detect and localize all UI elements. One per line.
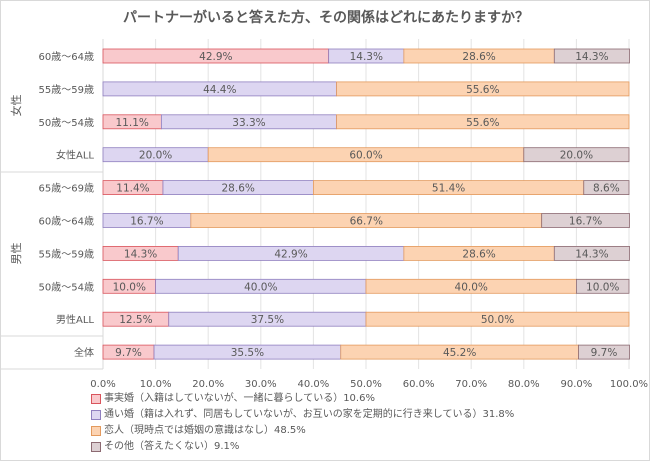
- legend-item: 通い婚（籍は入れず、同居もしていないが、お互いの家を定期的に行き来している）31…: [91, 407, 514, 423]
- legend-label: 通い婚（籍は入れず、同居もしていないが、お互いの家を定期的に行き来している）31…: [104, 409, 515, 420]
- data-label: 20.0%: [560, 150, 593, 162]
- x-tick-label: 20.0%: [192, 379, 224, 390]
- data-label: 12.5%: [119, 314, 152, 326]
- legend-swatch: [91, 426, 101, 436]
- data-label: 10.0%: [113, 281, 146, 293]
- bar-segment: [365, 311, 630, 327]
- data-label: 35.5%: [231, 347, 264, 359]
- bar-segment: [583, 180, 630, 196]
- data-label: 11.1%: [116, 117, 149, 129]
- group-label: 男性: [9, 242, 23, 264]
- category-label: 女性ALL: [56, 149, 94, 162]
- data-label: 14.3%: [575, 51, 608, 63]
- legend-swatch: [91, 442, 101, 452]
- plot-area: 0.0% 10.0% 20.0% 30.0% 40.0% 50.0% 60.0% 70.0% 8…: [1, 39, 648, 390]
- data-label: 20.0%: [139, 150, 172, 162]
- bar-segment: [541, 213, 630, 228]
- bar-segment: [576, 278, 630, 294]
- x-tick-label: 10.0%: [140, 379, 172, 390]
- data-label: 28.6%: [462, 248, 495, 260]
- legend-item: 恋人（現時点では婚姻の意識はなし）48.5%: [91, 423, 514, 439]
- bar-segment: [336, 81, 630, 97]
- data-label: 9.7%: [115, 347, 142, 359]
- data-label: 51.4%: [432, 183, 465, 195]
- x-tick-label: 80.0%: [508, 379, 540, 390]
- category-label: 50歳～54歳: [39, 281, 94, 293]
- legend-item: その他（答えたくない）9.1%: [91, 439, 514, 455]
- legend-label: 事実婚（入籍はしていないが、一緒に暮らしている）10.6%: [104, 393, 375, 404]
- category-label: 65歳～69歳: [39, 183, 94, 195]
- x-tick-label: 50.0%: [350, 379, 382, 390]
- category-label: 55歳～59歳: [39, 84, 94, 96]
- category-label: 50歳～54歳: [39, 117, 94, 129]
- data-label: 33.3%: [232, 117, 265, 129]
- data-label: 44.4%: [203, 84, 236, 96]
- group-label: 女性: [9, 94, 23, 116]
- data-label: 40.0%: [455, 281, 488, 293]
- data-label: 14.3%: [124, 248, 157, 260]
- x-tick-label: 70.0%: [455, 379, 487, 390]
- data-label: 14.3%: [350, 51, 383, 63]
- category-label: 男性ALL: [56, 313, 94, 326]
- data-label: 9.7%: [591, 347, 618, 359]
- x-tick-label: 30.0%: [245, 379, 277, 390]
- x-tick-label: 100.0%: [610, 379, 648, 390]
- legend-label: 恋人（現時点では婚姻の意識はなし）48.5%: [104, 425, 306, 436]
- data-label: 55.6%: [466, 117, 499, 129]
- legend-label: その他（答えたくない）9.1%: [104, 441, 240, 452]
- data-label: 50.0%: [481, 314, 514, 326]
- legend-swatch: [91, 394, 101, 404]
- x-tick-label: 0.0%: [90, 379, 115, 390]
- category-label: 60歳～64歳: [39, 51, 94, 63]
- data-label: 42.9%: [274, 248, 307, 260]
- data-label: 45.2%: [443, 347, 476, 359]
- data-label: 55.6%: [466, 84, 499, 96]
- data-label: 37.5%: [251, 314, 284, 326]
- data-label: 8.6%: [593, 183, 620, 195]
- data-label: 11.4%: [116, 183, 149, 195]
- x-tick-label: 90.0%: [561, 379, 593, 390]
- data-label: 66.7%: [350, 216, 383, 228]
- bar-segment: [553, 48, 630, 64]
- data-label: 14.3%: [575, 248, 608, 260]
- chart-title: パートナーがいると答えた方、その関係はどれにあたりますか？: [123, 10, 529, 26]
- category-label: 60歳～64歳: [39, 216, 94, 228]
- x-tick-label: 60.0%: [403, 379, 435, 390]
- legend: 事実婚（入籍はしていないが、一緒に暮らしている）10.6% 通い婚（籍は入れず、同…: [91, 391, 514, 455]
- data-label: 10.0%: [586, 281, 619, 293]
- legend-item: 事実婚（入籍はしていないが、一緒に暮らしている）10.6%: [91, 391, 514, 407]
- category-label: 55歳～59歳: [39, 248, 94, 260]
- data-label: 16.7%: [569, 216, 602, 228]
- data-label: 28.6%: [222, 183, 255, 195]
- data-label: 28.6%: [462, 51, 495, 63]
- category-label: 全体: [74, 346, 94, 359]
- data-label: 60.0%: [349, 150, 382, 162]
- data-label: 42.9%: [199, 51, 232, 63]
- bar-segment: [336, 114, 630, 130]
- bar-segment: [578, 344, 630, 360]
- bar-segment: [553, 245, 630, 261]
- x-tick-label: 40.0%: [298, 379, 330, 390]
- data-label: 16.7%: [130, 216, 163, 228]
- legend-swatch: [91, 410, 101, 420]
- data-label: 40.0%: [244, 281, 277, 293]
- bar-segment: [523, 147, 630, 163]
